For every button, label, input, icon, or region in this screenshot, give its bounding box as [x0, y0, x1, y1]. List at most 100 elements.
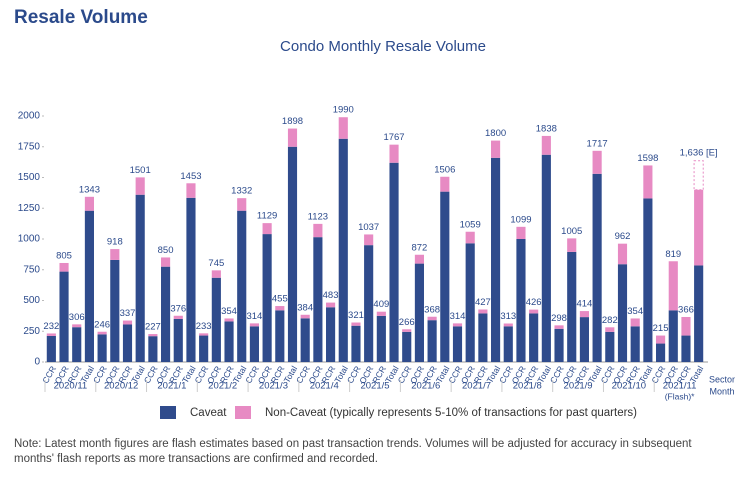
y-tick-label: 1250: [18, 203, 41, 214]
bar-segment: [97, 334, 107, 362]
y-tick-label: 750: [23, 264, 40, 275]
month-label: 2021/8: [513, 381, 542, 392]
bar-segment: [681, 335, 691, 362]
bar-segment: [427, 316, 437, 321]
value-label: 246: [94, 319, 110, 330]
bar-segment: [630, 326, 640, 362]
bar-segment: [237, 210, 247, 362]
month-label: 2021/2: [208, 381, 237, 392]
bar-segment: [173, 318, 183, 362]
bar-segment: [122, 320, 133, 325]
value-label: 1506: [434, 164, 455, 175]
month-label: 2021/3: [259, 381, 288, 392]
bar-segment: [46, 335, 56, 362]
bar-segment: [427, 320, 437, 362]
value-label: 227: [145, 322, 161, 333]
bar-segment: [491, 140, 501, 158]
bar-segment: [97, 331, 107, 335]
bar-segment: [275, 306, 285, 311]
x-axis-label: Month: [709, 386, 734, 396]
bar-segment: [313, 223, 323, 238]
bar-segment: [389, 162, 399, 362]
chart-title: Condo Monthly Resale Volume: [280, 38, 486, 55]
bar-segment: [224, 321, 234, 362]
legend-label: Caveat: [190, 407, 227, 419]
bar-segment: [389, 144, 399, 163]
bar-segment: [491, 157, 501, 362]
bar-segment: [529, 309, 539, 314]
bar-segment: [643, 165, 653, 199]
bar-segment: [249, 326, 259, 362]
x-axis-label: Sector: [709, 374, 735, 384]
value-label: 282: [602, 315, 618, 326]
bar-segment: [668, 310, 678, 362]
bar-segment: [338, 117, 348, 139]
bar-segment: [402, 331, 412, 362]
value-label: 1767: [383, 132, 404, 143]
value-label: 427: [475, 297, 491, 308]
value-label: 232: [43, 321, 59, 332]
bar-segment: [668, 261, 678, 311]
bar-segment: [465, 231, 475, 244]
value-label: 215: [653, 323, 669, 334]
bar-segment: [478, 313, 488, 362]
month-label: 2021/11: [663, 381, 697, 392]
month-label: 2021/6: [411, 381, 440, 392]
flash-label: (Flash)*: [665, 391, 695, 401]
bar-segment: [249, 323, 259, 327]
value-label: 872: [411, 242, 427, 253]
value-label: 426: [526, 297, 542, 308]
bar-segment: [161, 257, 171, 267]
bar-segment: [656, 335, 666, 344]
bar-segment: [224, 318, 234, 322]
value-label: 1838: [536, 123, 557, 134]
bar-segment: [211, 277, 221, 362]
value-label: 1990: [333, 105, 354, 116]
bar-segment: [237, 198, 247, 211]
bar-segment: [617, 243, 628, 265]
bar-segment: [554, 328, 564, 362]
value-label: 314: [246, 311, 262, 322]
bar-segment: [262, 234, 272, 362]
month-label: 2020/12: [104, 381, 138, 392]
page-title: Resale Volume: [14, 7, 148, 28]
value-label: 337: [120, 308, 136, 319]
bar-segment: [72, 324, 82, 328]
bar-segment: [275, 310, 285, 362]
bar-segment: [567, 238, 577, 252]
bar-segment: [199, 333, 209, 336]
value-label: 1123: [308, 211, 328, 222]
bar-segment: [579, 317, 589, 362]
bar-segment: [148, 336, 158, 362]
value-label: 1,636 [E]: [680, 147, 718, 158]
bar-segment: [364, 234, 374, 246]
bar-segment: [694, 265, 704, 362]
bar-segment: [338, 138, 348, 362]
value-label: 376: [170, 303, 186, 314]
value-label: 1129: [257, 211, 277, 222]
bar-segment: [110, 249, 120, 260]
value-label: 1598: [637, 153, 658, 164]
bar-segment: [440, 191, 450, 362]
bar-segment: [326, 307, 336, 362]
month-label: 2021/4: [310, 381, 339, 392]
month-label: 2021/7: [462, 381, 491, 392]
legend-swatch: [235, 406, 251, 419]
bar-segment: [694, 189, 704, 266]
bar-segment: [326, 302, 336, 308]
value-label: 819: [665, 249, 681, 260]
bar-segment: [376, 315, 386, 362]
bar-segment: [173, 315, 183, 319]
estimate-bar: [693, 160, 704, 191]
value-label: 314: [450, 311, 466, 322]
bar-segment: [262, 223, 272, 235]
value-label: 483: [323, 290, 339, 301]
month-label: 2020/11: [54, 381, 88, 392]
bar-segment: [300, 314, 310, 319]
bar-segment: [465, 243, 475, 362]
value-label: 313: [500, 311, 516, 322]
bar-segment: [46, 333, 56, 336]
value-label: 1037: [358, 222, 379, 233]
bar-segment: [402, 329, 412, 332]
bar-segment: [681, 316, 691, 336]
